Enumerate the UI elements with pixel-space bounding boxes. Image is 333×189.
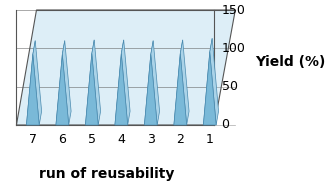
Polygon shape xyxy=(26,54,39,125)
Polygon shape xyxy=(121,40,130,125)
Polygon shape xyxy=(174,40,183,125)
Polygon shape xyxy=(115,54,128,125)
Polygon shape xyxy=(210,38,218,125)
Polygon shape xyxy=(92,40,101,125)
Polygon shape xyxy=(86,54,98,125)
Text: 3: 3 xyxy=(147,133,155,146)
Polygon shape xyxy=(26,41,35,125)
Text: 4: 4 xyxy=(117,133,125,146)
Polygon shape xyxy=(56,54,69,125)
Text: 2: 2 xyxy=(176,133,184,146)
Text: 5: 5 xyxy=(88,133,96,146)
Polygon shape xyxy=(33,41,42,125)
Polygon shape xyxy=(180,40,189,125)
Text: 150: 150 xyxy=(222,4,245,16)
Text: 6: 6 xyxy=(58,133,66,146)
Polygon shape xyxy=(145,54,157,125)
Polygon shape xyxy=(16,10,235,125)
Text: run of reusability: run of reusability xyxy=(39,167,174,181)
Text: 0: 0 xyxy=(222,119,230,132)
Polygon shape xyxy=(145,41,153,125)
Polygon shape xyxy=(174,54,187,125)
Text: 50: 50 xyxy=(222,80,238,93)
Text: Yield (%): Yield (%) xyxy=(255,55,326,69)
Text: 7: 7 xyxy=(29,133,37,146)
Text: 1: 1 xyxy=(206,133,214,146)
Polygon shape xyxy=(115,40,124,125)
Polygon shape xyxy=(62,41,71,125)
Text: 100: 100 xyxy=(222,42,245,55)
Polygon shape xyxy=(203,38,212,125)
Polygon shape xyxy=(203,52,216,125)
Polygon shape xyxy=(86,40,94,125)
Polygon shape xyxy=(56,41,65,125)
Polygon shape xyxy=(151,41,160,125)
